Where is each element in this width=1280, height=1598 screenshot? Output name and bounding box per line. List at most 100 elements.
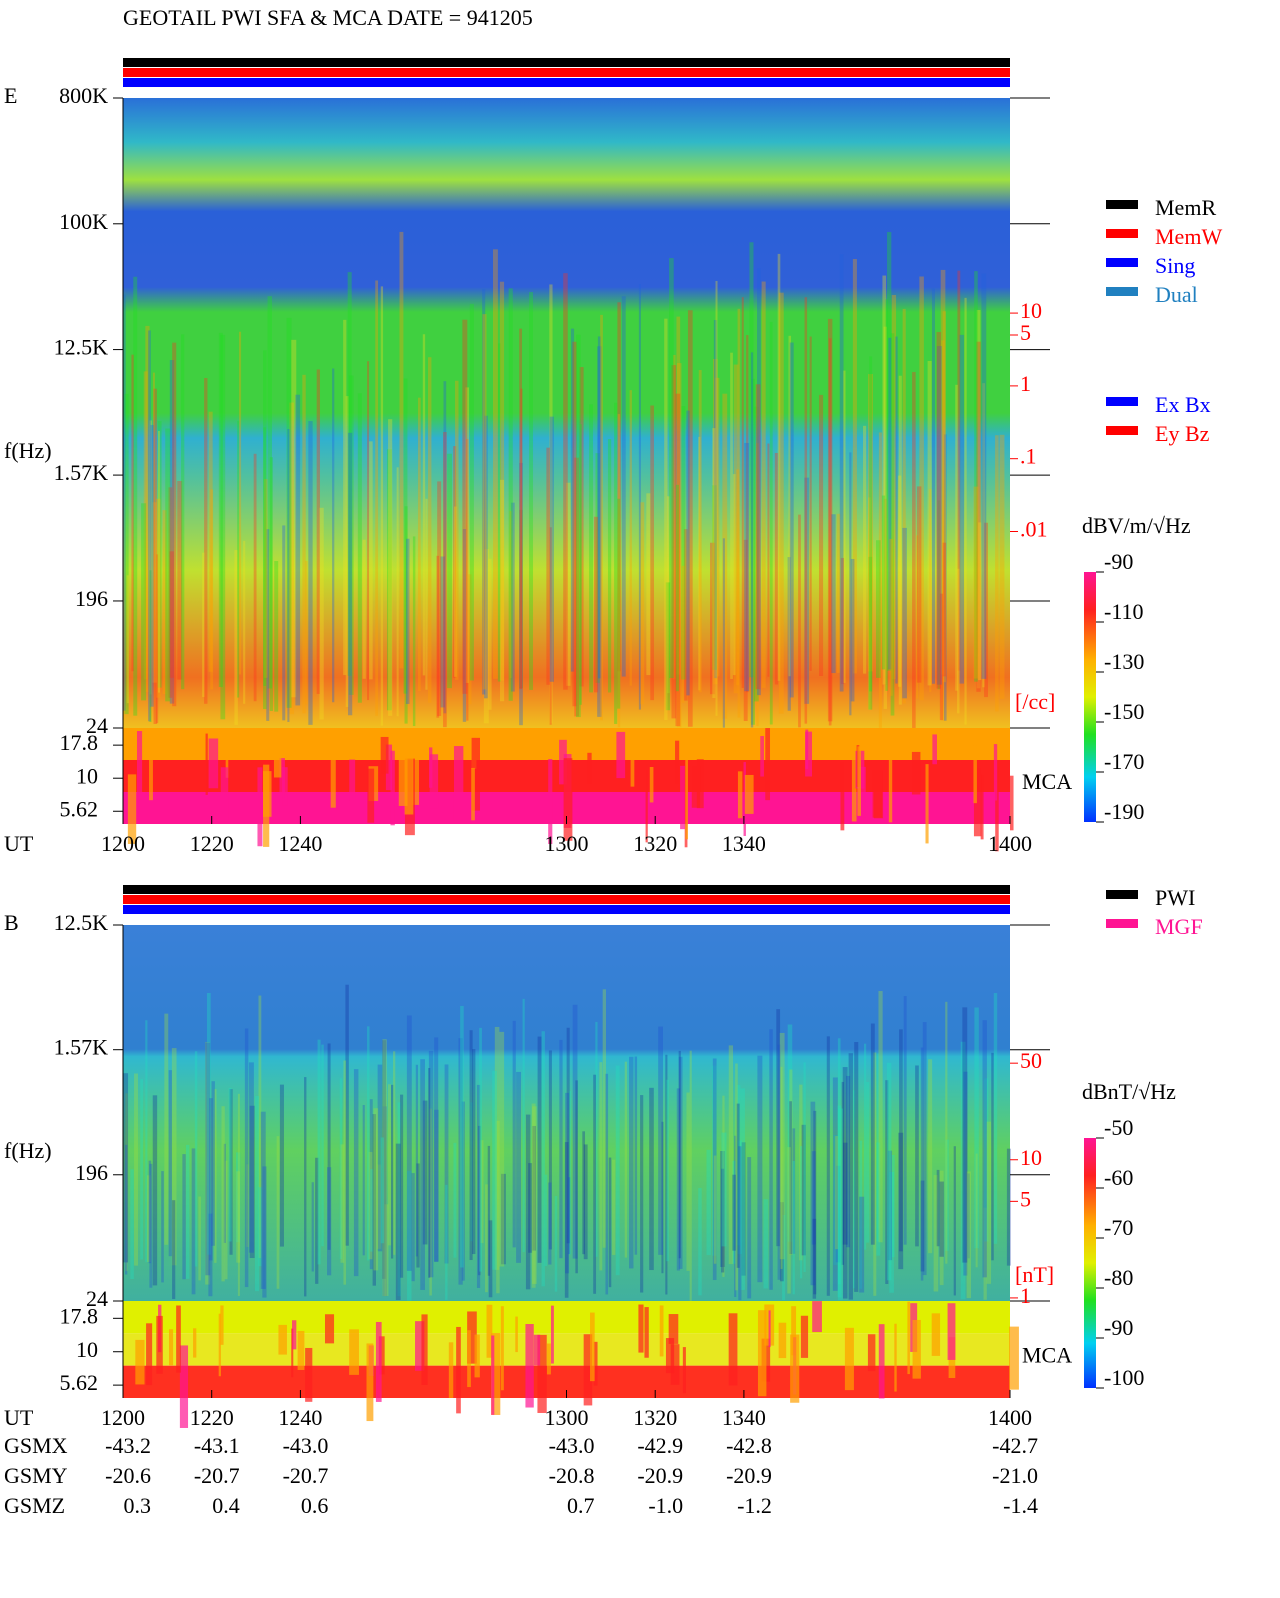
mca-streak bbox=[980, 774, 984, 840]
y2-tick-label: .1 bbox=[1020, 444, 1037, 469]
mca-streak bbox=[851, 748, 857, 822]
spectrogram-streak bbox=[981, 273, 987, 679]
spectrogram-streak bbox=[799, 1084, 803, 1261]
mca-streak bbox=[790, 1334, 800, 1403]
y2-tick-label: 10 bbox=[1020, 298, 1042, 323]
spectrogram-streak bbox=[916, 486, 922, 683]
mca-streak bbox=[453, 746, 464, 821]
spectrogram-streak bbox=[895, 336, 898, 684]
mca-streak bbox=[563, 758, 573, 841]
spectrogram-streak bbox=[214, 1089, 217, 1263]
spectrogram-streak bbox=[941, 340, 945, 721]
spectrogram-streak bbox=[522, 998, 525, 1253]
spectrogram-streak bbox=[412, 536, 416, 727]
mca-streak bbox=[412, 737, 420, 805]
spectrogram-streak bbox=[984, 522, 988, 698]
mca-streak bbox=[292, 1320, 297, 1350]
spectrogram-streak bbox=[859, 1140, 863, 1289]
spectrogram-streak bbox=[574, 457, 580, 717]
spectrogram-streak bbox=[788, 335, 792, 677]
x-tick-label: 1400 bbox=[988, 831, 1032, 856]
spectrogram-streak bbox=[678, 1050, 681, 1259]
spectrogram-streak bbox=[157, 421, 162, 688]
spectrogram-streak bbox=[582, 1131, 586, 1255]
spectrogram-streak bbox=[279, 1084, 284, 1247]
spectrogram-streak bbox=[953, 1146, 956, 1296]
spectrogram-streak bbox=[148, 330, 151, 722]
legend-label: Dual bbox=[1155, 282, 1198, 307]
spectrogram-streak bbox=[889, 538, 893, 696]
spectrogram-streak bbox=[516, 1071, 521, 1263]
spectrogram-streak bbox=[876, 1053, 879, 1242]
spectrogram-streak bbox=[519, 509, 523, 689]
spectrogram-streak bbox=[809, 336, 812, 671]
mca-streak bbox=[491, 1332, 501, 1415]
spectrogram-streak bbox=[487, 1145, 491, 1276]
mca-streak bbox=[857, 766, 866, 818]
spectrogram-streak bbox=[755, 384, 761, 690]
spectrogram-streak bbox=[469, 303, 474, 681]
spectrogram-streak bbox=[887, 1150, 893, 1261]
spectrogram-streak bbox=[676, 316, 681, 675]
spectrogram-streak bbox=[396, 467, 399, 717]
x-tick-label: 1300 bbox=[545, 1405, 589, 1430]
spectrogram-streak bbox=[152, 502, 157, 683]
table-cell: -20.7 bbox=[283, 1463, 329, 1488]
chart-title: GEOTAIL PWI SFA & MCA DATE = 941205 bbox=[123, 5, 533, 30]
spectrogram-streak bbox=[218, 332, 223, 688]
spectrogram-streak bbox=[152, 372, 155, 673]
spectrogram-streak bbox=[347, 272, 352, 676]
spectrogram-streak bbox=[789, 1069, 793, 1256]
spectrogram-streak bbox=[646, 493, 651, 676]
spectrogram-streak bbox=[787, 1147, 791, 1294]
table-cell: -21.0 bbox=[992, 1463, 1038, 1488]
spectrogram-streak bbox=[984, 1078, 989, 1242]
spectrogram-streak bbox=[832, 1077, 838, 1291]
mca-streak bbox=[894, 1323, 897, 1392]
spectrogram-streak bbox=[453, 446, 457, 678]
mca-streak bbox=[691, 766, 701, 808]
mca-streak bbox=[645, 770, 648, 843]
spectrogram-streak bbox=[429, 1108, 432, 1296]
spectrogram-streak bbox=[721, 1168, 725, 1273]
mca-tick-label: 10 bbox=[76, 1337, 98, 1362]
spectrogram-streak bbox=[248, 1062, 254, 1253]
spectrogram-streak bbox=[640, 502, 645, 705]
spectrogram-streak bbox=[713, 1155, 717, 1264]
mca-streak bbox=[525, 1323, 534, 1408]
status-bar bbox=[123, 68, 1010, 77]
mca-band bbox=[123, 1333, 1010, 1366]
spectrogram-streak bbox=[224, 1160, 228, 1280]
spectrogram-streak bbox=[149, 420, 152, 695]
spectrogram-streak bbox=[445, 1184, 448, 1300]
mca-streak bbox=[857, 746, 861, 816]
y2-tick-label: 5 bbox=[1020, 320, 1031, 345]
spectrogram-streak bbox=[345, 396, 349, 707]
spectrogram-streak bbox=[778, 292, 784, 714]
mca-streak bbox=[932, 734, 937, 765]
mca-streak bbox=[550, 1305, 554, 1364]
status-bar bbox=[123, 885, 1010, 894]
spectrogram-streak bbox=[736, 469, 740, 686]
spectrogram-streak bbox=[736, 1103, 740, 1268]
mca-streak bbox=[649, 766, 654, 803]
mca-streak bbox=[456, 1326, 461, 1414]
y2-tick-label: 1 bbox=[1020, 371, 1031, 396]
spectrogram-streak bbox=[236, 1152, 241, 1243]
spectrogram-streak bbox=[721, 1132, 727, 1247]
spectrogram-streak bbox=[321, 1044, 324, 1247]
x-tick-label: 1240 bbox=[278, 1405, 322, 1430]
spectrogram-streak bbox=[640, 1095, 644, 1293]
spectrogram-streak bbox=[220, 334, 226, 720]
row-label: GSMY bbox=[4, 1463, 68, 1488]
spectrogram-streak bbox=[395, 1143, 401, 1301]
spectrogram-streak bbox=[940, 269, 946, 675]
spectrogram-streak bbox=[776, 1009, 781, 1247]
mca-streak bbox=[840, 761, 845, 831]
spectrogram-streak bbox=[246, 1164, 249, 1247]
spectrogram-streak bbox=[519, 328, 523, 690]
spectrogram-streak bbox=[761, 281, 766, 688]
mca-streak bbox=[375, 1321, 382, 1402]
spectrogram-streak bbox=[863, 425, 867, 674]
spectrogram-streak bbox=[687, 310, 693, 727]
